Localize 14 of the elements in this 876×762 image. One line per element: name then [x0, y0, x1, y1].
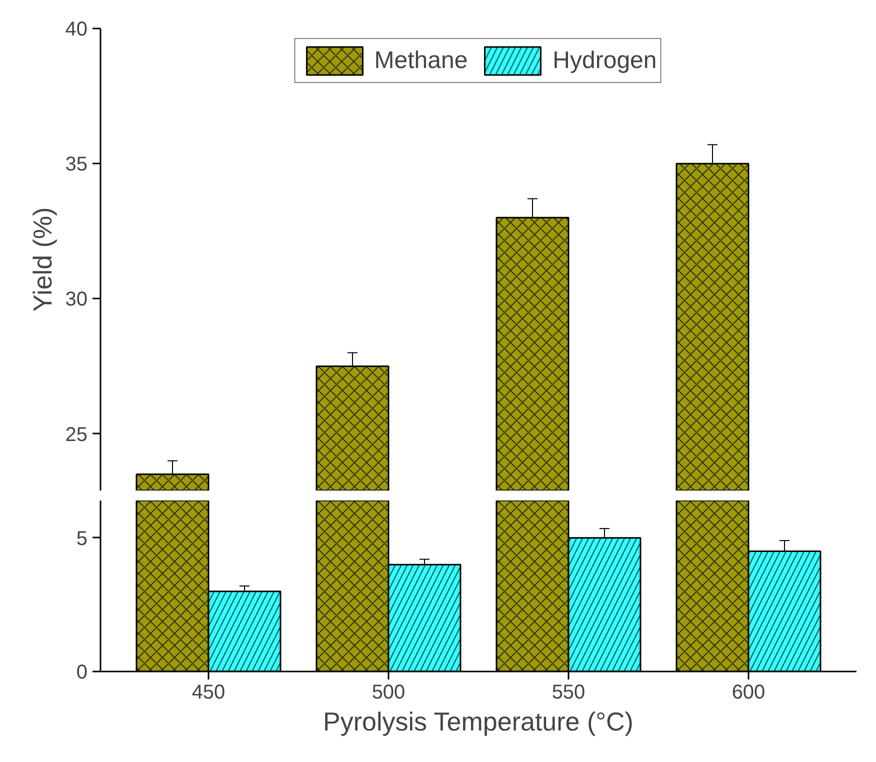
- y-axis-title: Yield (%): [27, 207, 58, 312]
- y-tick-label: 40: [65, 18, 88, 40]
- y-tick-label: 35: [65, 154, 88, 176]
- x-tick-label: 600: [732, 682, 766, 704]
- x-tick-label: 450: [192, 682, 226, 704]
- y-tick-label: 30: [65, 288, 88, 311]
- y-tick-label: 25: [65, 424, 88, 446]
- y-tick-label: 5: [76, 528, 88, 550]
- x-tick-label: 550: [552, 682, 586, 704]
- legend-label: Hydrogen: [552, 46, 657, 74]
- y-tick-label: 0: [76, 662, 88, 684]
- legend-label: Methane: [374, 46, 468, 74]
- x-tick-label: 500: [372, 682, 406, 704]
- x-axis-title: Pyrolysis Temperature (°C): [323, 706, 634, 736]
